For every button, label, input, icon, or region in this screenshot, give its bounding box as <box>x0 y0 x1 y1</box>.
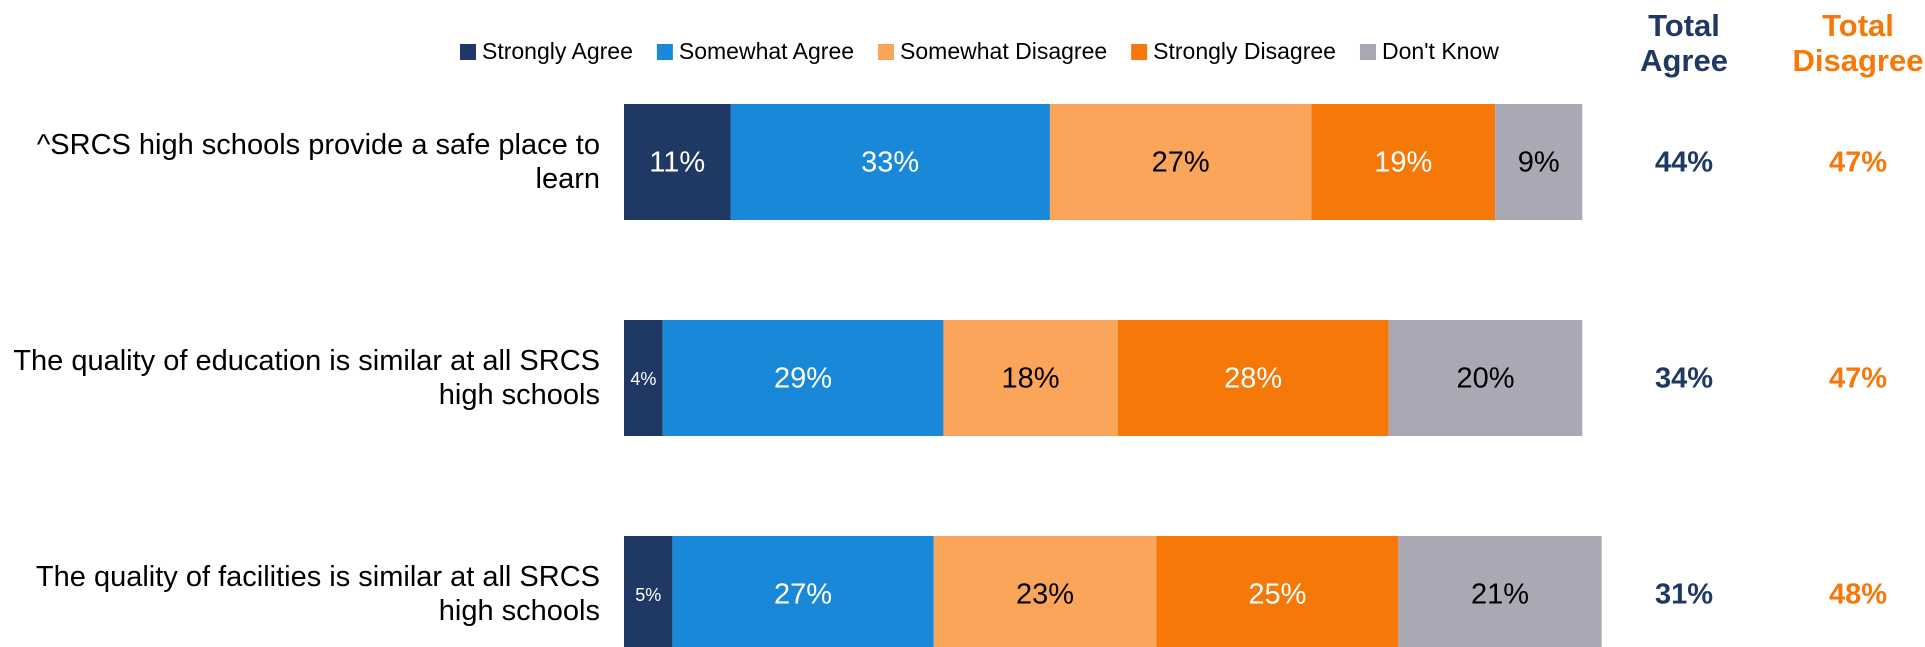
bar-segment <box>624 320 663 436</box>
bar-segment <box>1311 104 1496 220</box>
data-label: 5% <box>635 585 661 605</box>
bar-segment <box>1117 320 1389 436</box>
category-label: The quality of education is similar at a… <box>13 345 600 411</box>
total-header: Total Agree <box>1640 8 1728 78</box>
total-value: 44% <box>1655 147 1713 179</box>
bar-segment <box>943 320 1118 436</box>
category-label: ^SRCS high schools provide a safe place … <box>36 129 600 195</box>
total-value: 31% <box>1655 579 1713 611</box>
legend-label: Somewhat Disagree <box>900 38 1107 64</box>
total-value: 47% <box>1829 363 1887 395</box>
category-label: The quality of facilities is similar at … <box>35 561 600 627</box>
legend-label: Somewhat Agree <box>679 38 854 64</box>
data-label: 33% <box>861 147 919 179</box>
data-label: 4% <box>630 369 656 389</box>
bar-segment <box>730 104 1050 220</box>
data-label: 27% <box>1152 147 1210 179</box>
data-label: 25% <box>1248 579 1306 611</box>
data-label: 11% <box>649 147 705 179</box>
bar-segment <box>1495 104 1583 220</box>
legend-label: Strongly Disagree <box>1153 38 1336 64</box>
data-label: 21% <box>1471 579 1529 611</box>
bar-segment <box>1388 320 1583 436</box>
data-label: 27% <box>774 579 832 611</box>
data-label: 28% <box>1224 363 1282 395</box>
bar-segment <box>933 536 1157 647</box>
bar-segment <box>672 536 934 647</box>
data-label: 19% <box>1374 147 1432 179</box>
legend-swatch <box>878 44 895 60</box>
data-label: 29% <box>774 363 832 395</box>
legend-swatch <box>460 44 476 60</box>
bar-segment <box>624 536 673 647</box>
bar-segment <box>624 104 731 220</box>
bar-segment <box>1398 536 1602 647</box>
legend-swatch <box>1359 44 1376 60</box>
total-value: 48% <box>1829 579 1887 611</box>
data-label: 9% <box>1518 147 1560 179</box>
data-label: 18% <box>1002 363 1060 395</box>
total-value: 34% <box>1655 363 1713 395</box>
legend-swatch <box>1131 44 1148 60</box>
total-value: 47% <box>1829 147 1887 179</box>
total-header: Total Disagree <box>1793 8 1924 78</box>
bar-segment <box>662 320 944 436</box>
bar-segment <box>1049 104 1312 220</box>
bar-segment <box>1156 536 1399 647</box>
legend-label: Don't Know <box>1382 38 1499 64</box>
legend-swatch <box>656 44 673 60</box>
data-label: 23% <box>1016 579 1074 611</box>
data-label: 20% <box>1456 363 1514 395</box>
legend-label: Strongly Agree <box>482 38 633 64</box>
